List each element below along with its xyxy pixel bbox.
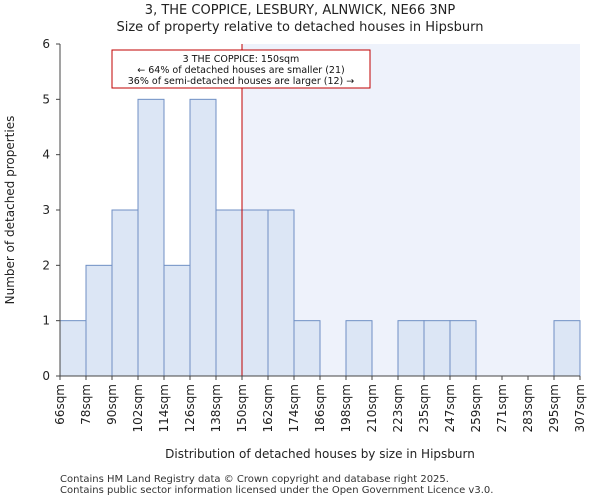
- x-tick-label-223sqm: 223sqm: [391, 384, 405, 432]
- bar-174sqm: [293, 320, 321, 377]
- y-tick-label-3: 3: [42, 203, 50, 217]
- y-tick-label-6: 6: [42, 37, 50, 51]
- bar-78sqm: [85, 264, 113, 377]
- y-tick-label-5: 5: [42, 92, 50, 106]
- x-tick-label-295sqm: 295sqm: [547, 384, 561, 432]
- x-tick-label-162sqm: 162sqm: [261, 384, 275, 432]
- y-tick-label-0: 0: [42, 369, 50, 383]
- x-tick-label-174sqm: 174sqm: [287, 384, 301, 432]
- y-tick-label-2: 2: [42, 258, 50, 272]
- chart-subtitle: Size of property relative to detached ho…: [116, 20, 484, 35]
- bar-138sqm: [215, 209, 243, 377]
- y-axis-label: Number of detached properties: [3, 116, 17, 305]
- annotation-line-3: 36% of semi-detached houses are larger (…: [128, 76, 355, 87]
- x-tick-label-210sqm: 210sqm: [365, 384, 379, 432]
- footer-line-2: Contains public sector information licen…: [60, 485, 494, 496]
- x-tick-label-259sqm: 259sqm: [469, 384, 483, 432]
- footer-line-1: Contains HM Land Registry data © Crown c…: [60, 474, 449, 485]
- bar-247sqm: [449, 320, 477, 377]
- x-tick-label-247sqm: 247sqm: [443, 384, 457, 432]
- x-tick-label-78sqm: 78sqm: [79, 384, 93, 425]
- bar-150sqm: [241, 209, 269, 377]
- x-axis-label: Distribution of detached houses by size …: [165, 447, 475, 461]
- bar-198sqm: [345, 320, 373, 377]
- annotation-line-1: 3 THE COPPICE: 150sqm: [183, 54, 300, 65]
- bar-90sqm: [111, 209, 139, 377]
- bar-126sqm: [189, 98, 217, 377]
- x-tick-label-90sqm: 90sqm: [105, 384, 119, 425]
- bar-114sqm: [163, 264, 191, 377]
- x-tick-label-235sqm: 235sqm: [417, 384, 431, 432]
- chart-title: 3, THE COPPICE, LESBURY, ALNWICK, NE66 3…: [144, 3, 456, 18]
- y-tick-label-1: 1: [42, 314, 50, 328]
- x-tick-label-66sqm: 66sqm: [53, 384, 67, 425]
- x-tick-label-186sqm: 186sqm: [313, 384, 327, 432]
- annotation-box: 3 THE COPPICE: 150sqm ← 64% of detached …: [111, 49, 371, 89]
- x-tick-label-102sqm: 102sqm: [131, 384, 145, 432]
- bar-235sqm: [423, 320, 451, 377]
- annotation-line-2: ← 64% of detached houses are smaller (21…: [137, 65, 344, 76]
- x-tick-label-283sqm: 283sqm: [521, 384, 535, 432]
- x-tick-label-114sqm: 114sqm: [157, 384, 171, 432]
- x-tick-label-126sqm: 126sqm: [183, 384, 197, 432]
- bar-102sqm: [137, 98, 165, 377]
- x-tick-label-150sqm: 150sqm: [235, 384, 249, 432]
- bar-223sqm: [397, 320, 425, 377]
- bar-295sqm: [553, 320, 581, 377]
- bar-66sqm: [59, 320, 87, 377]
- x-tick-label-198sqm: 198sqm: [339, 384, 353, 432]
- bar-162sqm: [267, 209, 295, 377]
- x-tick-label-138sqm: 138sqm: [209, 384, 223, 432]
- y-tick-label-4: 4: [42, 148, 50, 162]
- x-tick-label-271sqm: 271sqm: [495, 384, 509, 432]
- x-tick-label-307sqm: 307sqm: [573, 384, 587, 432]
